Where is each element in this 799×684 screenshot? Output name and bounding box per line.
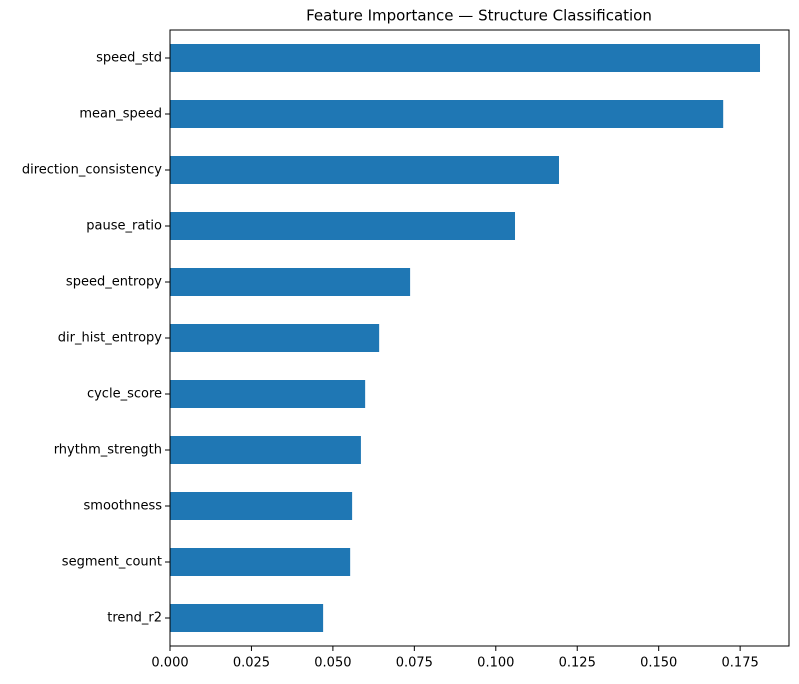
bar bbox=[170, 100, 724, 128]
y-tick-label: smoothness bbox=[84, 499, 163, 514]
bar bbox=[170, 548, 351, 576]
x-tick-label: 0.075 bbox=[396, 656, 433, 671]
bar bbox=[170, 436, 361, 464]
x-tick-label: 0.150 bbox=[640, 656, 677, 671]
x-tick-label: 0.025 bbox=[233, 656, 270, 671]
bar bbox=[170, 380, 366, 408]
x-tick-label: 0.100 bbox=[477, 656, 514, 671]
x-tick-label: 0.050 bbox=[314, 656, 351, 671]
y-tick-label: pause_ratio bbox=[86, 219, 162, 234]
bar bbox=[170, 212, 516, 240]
y-tick-label: speed_entropy bbox=[66, 275, 162, 290]
bar bbox=[170, 492, 353, 520]
bar bbox=[170, 604, 324, 632]
bar bbox=[170, 324, 380, 352]
y-tick-label: rhythm_strength bbox=[54, 443, 162, 458]
y-tick-label: trend_r2 bbox=[107, 611, 162, 626]
y-tick-label: mean_speed bbox=[79, 107, 162, 122]
chart-title: Feature Importance — Structure Classific… bbox=[306, 7, 652, 25]
bar bbox=[170, 268, 411, 296]
y-tick-label: direction_consistency bbox=[22, 163, 162, 178]
y-tick-label: speed_std bbox=[96, 51, 162, 66]
y-tick-label: cycle_score bbox=[87, 387, 162, 402]
y-tick-label: dir_hist_entropy bbox=[58, 331, 163, 346]
bar bbox=[170, 44, 761, 72]
plot-frame bbox=[169, 29, 790, 647]
y-tick-label: segment_count bbox=[62, 555, 162, 570]
x-tick-label: 0.000 bbox=[151, 656, 188, 671]
x-tick-label: 0.125 bbox=[559, 656, 596, 671]
x-tick-label: 0.175 bbox=[722, 656, 759, 671]
bar bbox=[170, 156, 559, 184]
